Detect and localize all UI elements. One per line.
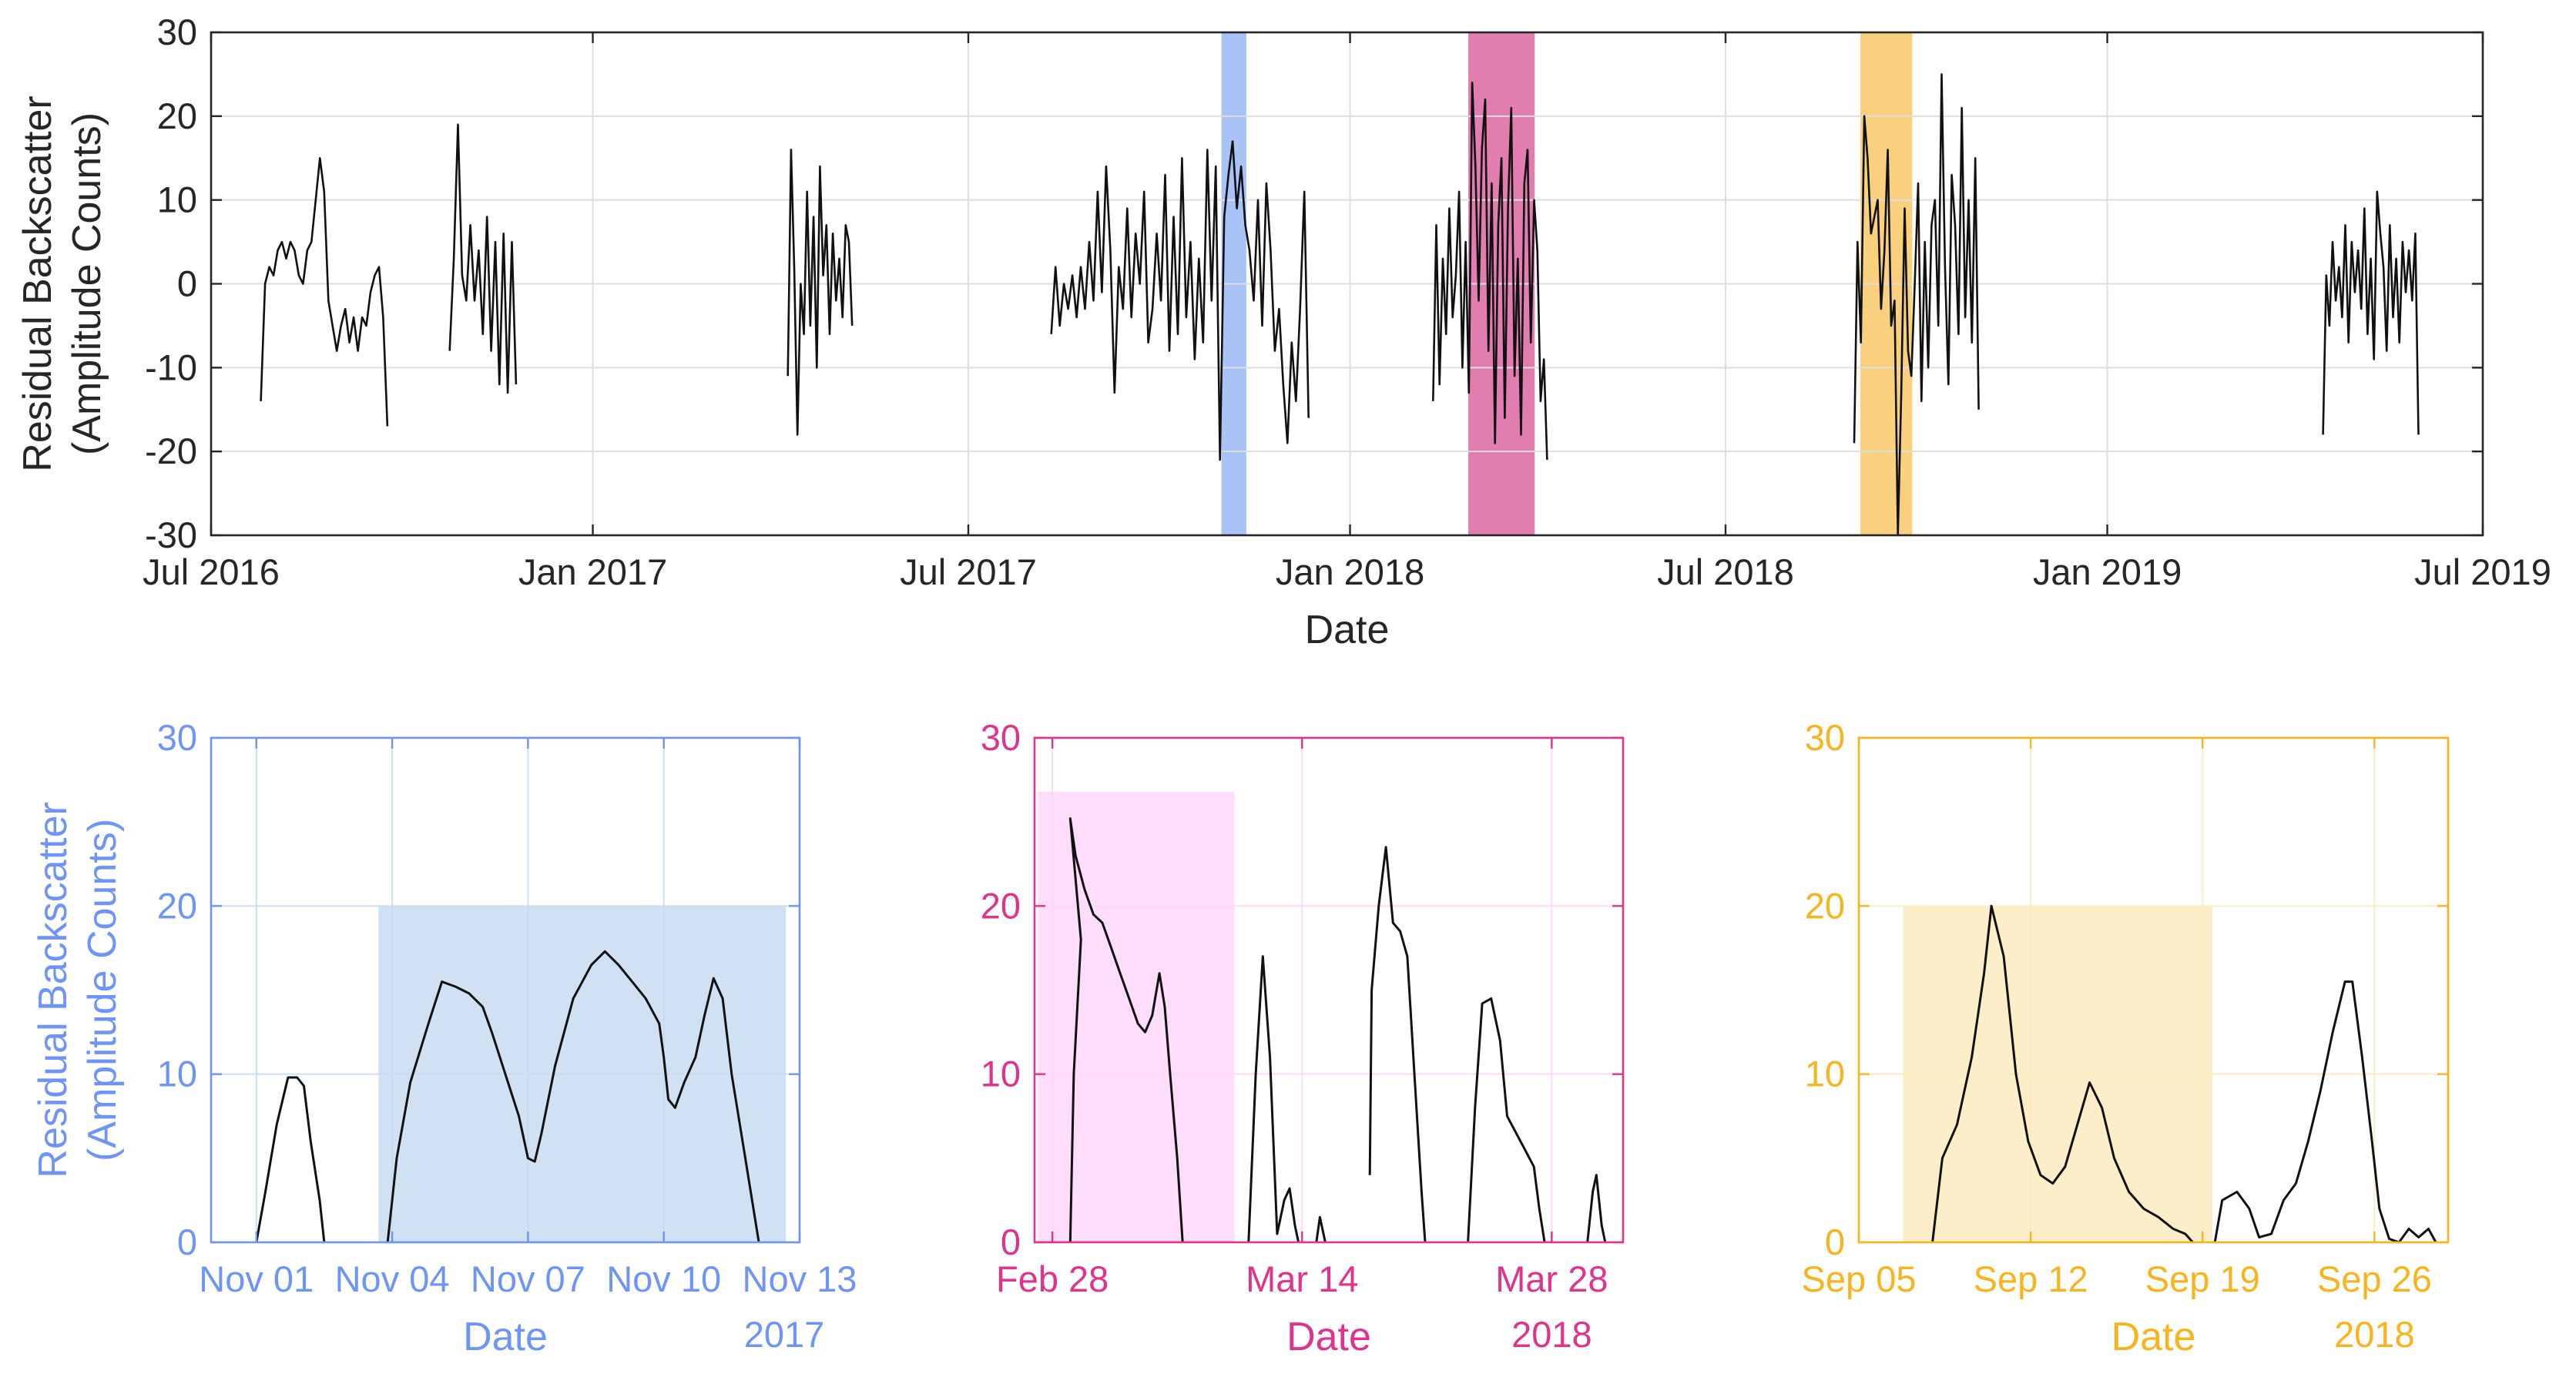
x-tick-label: Jul 2016 <box>143 551 280 592</box>
y-tick-label: 30 <box>157 717 197 758</box>
x-tick-label: Mar 28 <box>1495 1258 1608 1299</box>
x-tick-label: Jul 2018 <box>1657 551 1794 592</box>
y-tick-label: 0 <box>177 1221 197 1262</box>
series-line <box>1586 1174 1607 1243</box>
series-line <box>255 1076 326 1243</box>
x-tick-label: Nov 13 <box>743 1258 857 1299</box>
plot-layer: Jul 2016 Jan 2017 Jul 2017 Jan 2018 Jul 2018… <box>15 12 2551 1359</box>
x-tick-label: Jul 2019 <box>2414 551 2551 592</box>
y-tick-label: 0 <box>177 263 197 304</box>
x-tick-label: Nov 04 <box>335 1258 450 1299</box>
x-tick-label: Nov 07 <box>471 1258 585 1299</box>
x-tick-label: Feb 28 <box>996 1258 1109 1299</box>
series-line <box>1853 73 1980 537</box>
y-tick-label: 30 <box>157 12 197 52</box>
x-tick-label: Mar 14 <box>1246 1258 1358 1299</box>
series-line <box>2322 190 2420 435</box>
x-axis-label: Date <box>1286 1315 1371 1359</box>
y-tick-label: 20 <box>157 885 197 926</box>
series-line <box>1467 997 1546 1243</box>
x-tick-label: Sep 12 <box>1974 1258 2088 1299</box>
x-tick-label: Sep 19 <box>2145 1258 2260 1299</box>
year-label: 2018 <box>1511 1314 1592 1355</box>
y-axis-label: Residual Backscatter <box>15 96 60 471</box>
y-tick-label: 20 <box>1805 885 1845 926</box>
x-tick-label: Jan 2018 <box>1276 551 1424 592</box>
chart-panel-nov-2017: Nov 01 Nov 04 Nov 07 Nov 10 Nov 13 30 20 10 0 Dat… <box>31 717 857 1359</box>
y-tick-label: -20 <box>145 431 197 471</box>
series-line <box>448 123 518 394</box>
y-axis-label: (Amplitude Counts) <box>65 112 109 455</box>
x-tick-label: Nov 10 <box>606 1258 721 1299</box>
x-tick-label: Jan 2017 <box>518 551 667 592</box>
y-tick-label: 10 <box>1805 1054 1845 1094</box>
chart-panel-sep-2018: Sep 05 Sep 12 Sep 19 Sep 26 30 20 10 0 Date 2018 <box>1802 717 2450 1359</box>
y-axis-label: Residual Backscatter <box>31 802 75 1178</box>
y-axis-label: (Amplitude Counts) <box>80 819 125 1161</box>
axes-box <box>1033 736 1625 1244</box>
chart-overview: Jul 2016 Jan 2017 Jul 2017 Jan 2018 Jul 2018… <box>15 12 2551 652</box>
y-tick-label: -30 <box>145 514 197 555</box>
y-tick-label: 0 <box>1825 1221 1845 1262</box>
y-tick-label: 30 <box>981 717 1021 758</box>
x-axis-label: Date <box>2111 1315 2196 1359</box>
x-tick-label: Jan 2019 <box>2033 551 2182 592</box>
y-tick-label: 20 <box>981 885 1021 926</box>
y-tick-label: 30 <box>1805 717 1845 758</box>
y-tick-label: 10 <box>157 1054 197 1094</box>
series-line <box>787 149 854 436</box>
axes-box <box>210 736 801 1244</box>
series-line <box>386 950 760 1243</box>
y-tick-label: 10 <box>981 1054 1021 1094</box>
x-tick-label: Nov 01 <box>199 1258 314 1299</box>
series-line <box>1368 846 1427 1243</box>
x-tick-label: Sep 05 <box>1802 1258 1917 1299</box>
x-axis-label: Date <box>1305 608 1390 652</box>
series-line <box>1432 82 1548 461</box>
axes-box <box>1857 736 2450 1244</box>
series-line <box>1931 904 2194 1243</box>
series-line <box>1050 140 1310 461</box>
year-label: 2017 <box>744 1314 825 1355</box>
series-line <box>260 157 389 427</box>
y-tick-label: 10 <box>157 179 197 220</box>
series-line <box>1068 817 1184 1243</box>
series-line <box>1315 1215 1327 1243</box>
series-line <box>2213 980 2437 1244</box>
x-tick-label: Jul 2017 <box>900 551 1037 592</box>
x-axis-label: Date <box>463 1315 548 1359</box>
series-line <box>1247 955 1300 1243</box>
chart-panel-mar-2018: Feb 28 Mar 14 Mar 28 30 20 10 0 Date 2018 <box>981 717 1625 1359</box>
year-label: 2018 <box>2334 1314 2415 1355</box>
y-tick-label: 0 <box>1001 1221 1021 1262</box>
x-tick-label: Sep 26 <box>2317 1258 2432 1299</box>
y-tick-label: 20 <box>157 96 197 136</box>
y-tick-label: -10 <box>145 347 197 387</box>
